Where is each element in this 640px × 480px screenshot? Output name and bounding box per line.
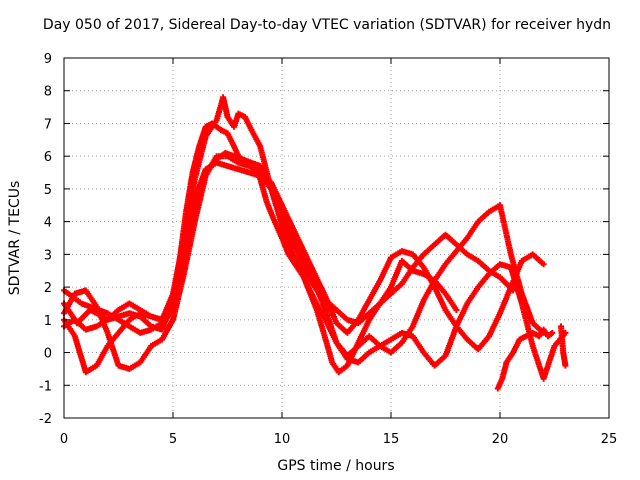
- y-tick-label: 2: [44, 281, 52, 296]
- x-tick-label: 25: [601, 432, 618, 447]
- y-tick-label: 1: [44, 314, 52, 329]
- y-tick-label: 0: [44, 347, 52, 362]
- y-tick-label: 3: [44, 248, 52, 263]
- x-axis-label: GPS time / hours: [277, 458, 394, 474]
- y-tick-label: 6: [44, 150, 52, 165]
- y-tick-label: -1: [39, 379, 52, 394]
- series-markers: [558, 323, 569, 369]
- y-tick-label: 4: [44, 216, 52, 231]
- y-axis-label: SDTVAR / TECUs: [7, 181, 23, 296]
- y-tick-label: 5: [44, 183, 52, 198]
- x-tick-label: 15: [383, 432, 400, 447]
- x-tick-label: 0: [60, 432, 68, 447]
- series-arc-7: [558, 323, 569, 369]
- chart-title: Day 050 of 2017, Sidereal Day-to-day VTE…: [43, 17, 611, 33]
- y-tick-label: -2: [39, 412, 52, 427]
- x-tick-label: 10: [274, 432, 291, 447]
- x-tick-label: 20: [492, 432, 509, 447]
- y-tick-label: 8: [44, 85, 52, 100]
- series-markers: [494, 326, 556, 392]
- x-tick-label: 5: [169, 432, 177, 447]
- y-tick-label: 9: [44, 52, 52, 67]
- plot-frame: [63, 57, 610, 419]
- y-tick-label: 7: [44, 117, 52, 132]
- series-arc-6: [494, 326, 556, 392]
- axis-ticks: 0 5 10 15 20 25 -2 -1 0 1 2 3 4 5 6 7 8 9: [39, 52, 617, 447]
